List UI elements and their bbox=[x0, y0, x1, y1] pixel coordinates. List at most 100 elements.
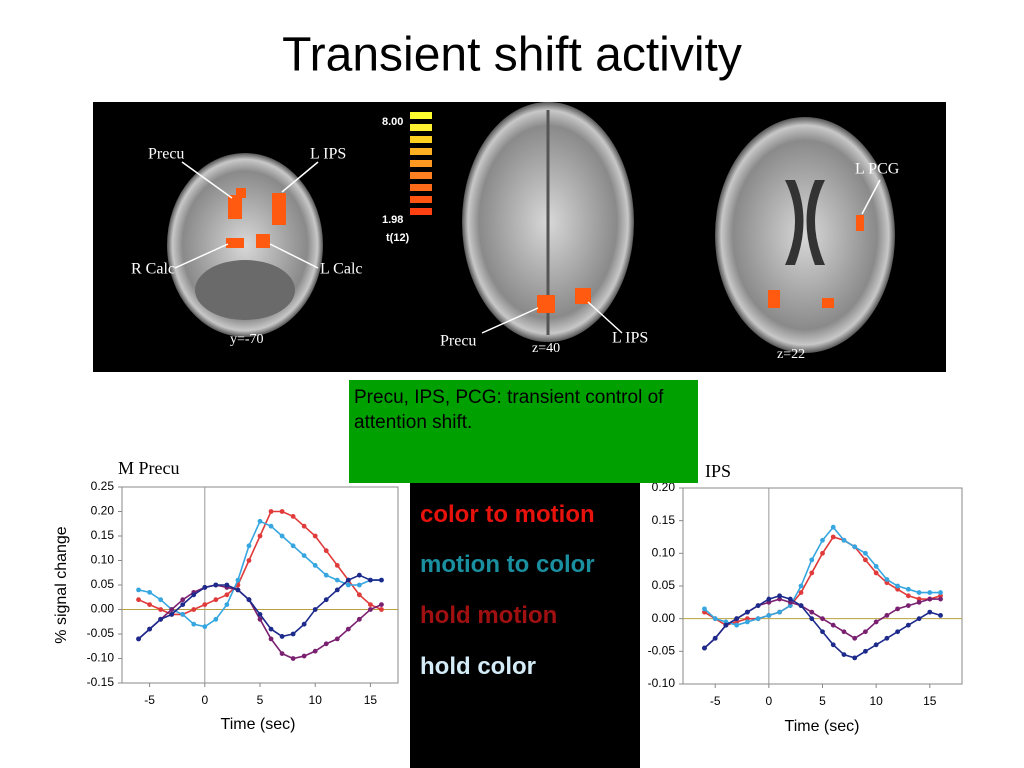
data-point bbox=[905, 622, 911, 628]
legend-entry: hold color bbox=[420, 653, 536, 680]
y-tick-label: 0.25 bbox=[91, 479, 115, 493]
x-tick-label: 10 bbox=[869, 694, 883, 708]
data-point bbox=[158, 616, 164, 622]
data-point bbox=[820, 616, 825, 622]
data-point bbox=[213, 582, 219, 588]
note-box: Precu, IPS, PCG: transient control of at… bbox=[349, 380, 698, 483]
data-point bbox=[368, 602, 373, 607]
data-point bbox=[787, 596, 793, 602]
data-point bbox=[777, 609, 782, 615]
data-point bbox=[927, 596, 933, 602]
data-point bbox=[809, 557, 815, 563]
data-point bbox=[191, 592, 197, 598]
data-point bbox=[202, 602, 208, 607]
x-tick-label: 0 bbox=[766, 694, 773, 708]
data-point bbox=[147, 589, 153, 595]
x-tick-label: 5 bbox=[819, 694, 826, 708]
data-point bbox=[379, 607, 384, 612]
data-point bbox=[147, 602, 153, 607]
data-point bbox=[356, 582, 362, 588]
brain-label: y=-70 bbox=[230, 332, 264, 347]
brain-label: L IPS bbox=[612, 330, 648, 347]
data-point bbox=[916, 599, 922, 605]
data-point bbox=[938, 613, 943, 618]
data-point bbox=[766, 596, 772, 602]
legend: color to motion motion to color hold mot… bbox=[410, 483, 640, 768]
data-point bbox=[202, 585, 208, 590]
data-point bbox=[884, 613, 890, 618]
x-tick-label: 10 bbox=[309, 693, 323, 707]
data-point bbox=[863, 648, 868, 654]
data-point bbox=[334, 636, 340, 642]
data-point bbox=[301, 553, 307, 558]
data-point bbox=[916, 590, 922, 595]
data-point bbox=[323, 641, 329, 647]
data-point bbox=[290, 656, 296, 661]
data-point bbox=[279, 651, 285, 656]
data-point bbox=[180, 612, 186, 617]
data-point bbox=[312, 533, 318, 539]
data-point bbox=[213, 616, 219, 622]
data-point bbox=[169, 612, 175, 617]
data-point bbox=[268, 523, 274, 529]
x-tick-label: -5 bbox=[144, 693, 155, 707]
data-point bbox=[136, 636, 141, 642]
y-tick-label: 0.05 bbox=[652, 578, 676, 592]
data-point bbox=[246, 558, 252, 563]
data-point bbox=[180, 602, 186, 607]
data-point bbox=[798, 590, 804, 595]
data-point bbox=[368, 577, 373, 583]
data-point bbox=[257, 533, 263, 539]
data-point bbox=[841, 652, 847, 657]
data-point bbox=[884, 635, 890, 641]
y-tick-label: 0.10 bbox=[91, 553, 115, 567]
data-point bbox=[312, 563, 318, 568]
data-point bbox=[213, 597, 219, 603]
data-point bbox=[895, 629, 901, 635]
y-tick-label: 0.20 bbox=[91, 504, 115, 518]
x-tick-label: 0 bbox=[201, 693, 208, 707]
data-point bbox=[927, 609, 933, 615]
brain-label: L IPS bbox=[310, 146, 346, 163]
data-point bbox=[158, 607, 164, 612]
data-point bbox=[905, 593, 911, 599]
data-point bbox=[268, 636, 274, 642]
data-point bbox=[356, 572, 362, 578]
data-point bbox=[905, 603, 911, 608]
data-point bbox=[905, 586, 911, 592]
data-point bbox=[158, 597, 164, 603]
data-point bbox=[895, 606, 901, 612]
data-point bbox=[734, 622, 740, 628]
data-point bbox=[368, 607, 373, 612]
data-point bbox=[301, 523, 307, 529]
data-point bbox=[723, 622, 729, 628]
brain-label: R Calc bbox=[131, 261, 175, 278]
y-tick-label: 0.15 bbox=[652, 513, 676, 527]
data-point bbox=[863, 557, 868, 563]
data-point bbox=[246, 597, 252, 603]
data-point bbox=[873, 619, 879, 625]
brain-images bbox=[167, 102, 895, 353]
data-point bbox=[257, 518, 263, 524]
data-point bbox=[356, 592, 362, 598]
data-point bbox=[268, 626, 274, 632]
data-point bbox=[257, 612, 263, 617]
data-point bbox=[290, 631, 296, 637]
data-point bbox=[312, 607, 318, 612]
data-point bbox=[809, 570, 815, 576]
data-point bbox=[379, 577, 384, 583]
data-point bbox=[766, 613, 772, 618]
data-point bbox=[863, 550, 868, 556]
y-tick-label: -0.10 bbox=[648, 676, 676, 690]
data-point bbox=[873, 642, 879, 648]
data-point bbox=[279, 634, 285, 639]
data-point bbox=[830, 642, 836, 648]
data-point bbox=[323, 572, 329, 578]
data-point bbox=[777, 593, 782, 599]
data-point bbox=[916, 616, 922, 622]
data-point bbox=[820, 550, 825, 556]
data-point bbox=[938, 590, 943, 595]
y-tick-label: 0.15 bbox=[91, 528, 115, 542]
data-point bbox=[323, 548, 329, 554]
